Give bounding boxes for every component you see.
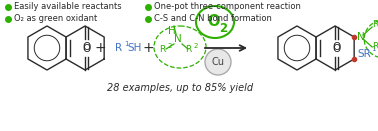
Text: O: O [82, 42, 90, 52]
Text: 2: 2 [168, 43, 172, 49]
Text: O: O [82, 44, 90, 54]
Text: SR: SR [357, 49, 371, 59]
Text: 2: 2 [194, 43, 198, 49]
Text: R: R [372, 42, 378, 51]
Text: C-S and C-N bond formation: C-S and C-N bond formation [153, 15, 271, 23]
Text: O: O [332, 44, 340, 54]
Text: H: H [168, 26, 176, 36]
Text: N: N [174, 34, 182, 44]
Circle shape [205, 49, 231, 75]
Text: N: N [357, 32, 365, 42]
Text: Easily available reactants: Easily available reactants [14, 2, 121, 11]
Text: 1: 1 [371, 46, 376, 52]
Text: O: O [207, 15, 219, 29]
Text: R: R [185, 45, 191, 54]
Text: 28 examples, up to 85% yield: 28 examples, up to 85% yield [107, 83, 253, 93]
Text: Cu: Cu [212, 57, 225, 67]
Text: O₂ as green oxidant: O₂ as green oxidant [14, 15, 97, 23]
Text: +: + [142, 41, 154, 55]
Text: O: O [332, 42, 340, 52]
Text: R: R [115, 43, 122, 53]
Text: 1: 1 [124, 41, 129, 47]
Text: 2: 2 [219, 21, 227, 34]
Text: +: + [94, 41, 106, 55]
Text: SH: SH [127, 43, 141, 53]
Text: R: R [372, 20, 378, 29]
Text: R: R [159, 45, 165, 54]
Text: One-pot three-component reaction: One-pot three-component reaction [153, 2, 301, 11]
